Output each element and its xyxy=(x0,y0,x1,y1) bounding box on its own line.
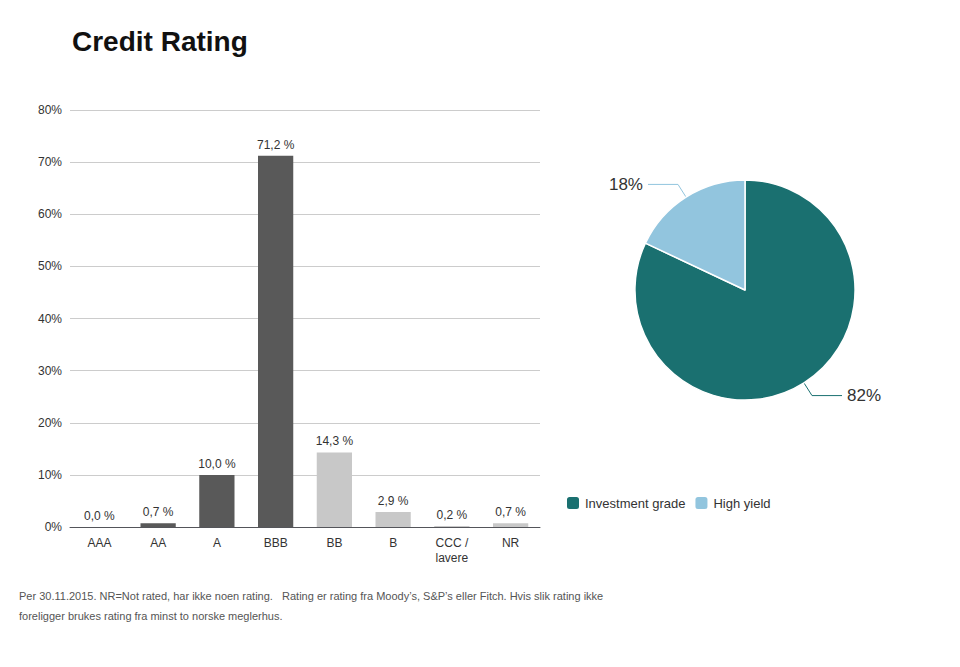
svg-text:High yield: High yield xyxy=(713,496,770,511)
svg-text:18%: 18% xyxy=(609,175,643,194)
svg-text:0,7 %: 0,7 % xyxy=(143,505,174,519)
svg-text:B: B xyxy=(389,536,397,550)
svg-text:lavere: lavere xyxy=(436,551,469,565)
svg-text:AA: AA xyxy=(150,536,166,550)
svg-text:70%: 70% xyxy=(38,155,62,169)
svg-text:20%: 20% xyxy=(38,416,62,430)
svg-text:NR: NR xyxy=(502,536,520,550)
svg-text:BBB: BBB xyxy=(264,536,288,550)
svg-text:14,3 %: 14,3 % xyxy=(316,434,354,448)
svg-text:40%: 40% xyxy=(38,312,62,326)
svg-text:foreligger brukes rating fra m: foreligger brukes rating fra minst to no… xyxy=(19,610,283,622)
svg-text:AAA: AAA xyxy=(87,536,111,550)
svg-text:0,0 %: 0,0 % xyxy=(84,509,115,523)
svg-text:0%: 0% xyxy=(45,520,63,534)
svg-text:0,7 %: 0,7 % xyxy=(495,505,526,519)
svg-text:60%: 60% xyxy=(38,207,62,221)
svg-text:2,9 %: 2,9 % xyxy=(378,494,409,508)
svg-text:82%: 82% xyxy=(847,386,881,405)
svg-text:CCC /: CCC / xyxy=(436,536,469,550)
svg-text:Per 30.11.2015. NR=Not rated,: Per 30.11.2015. NR=Not rated, har ikke n… xyxy=(19,590,603,602)
svg-text:Investment grade: Investment grade xyxy=(585,496,685,511)
svg-text:10%: 10% xyxy=(38,468,62,482)
svg-text:A: A xyxy=(213,536,221,550)
svg-text:10,0 %: 10,0 % xyxy=(198,457,236,471)
svg-text:0,2 %: 0,2 % xyxy=(437,508,468,522)
svg-text:Credit Rating: Credit Rating xyxy=(72,26,248,57)
svg-text:30%: 30% xyxy=(38,364,62,378)
svg-text:71,2 %: 71,2 % xyxy=(257,138,295,152)
svg-text:80%: 80% xyxy=(38,103,62,117)
svg-text:50%: 50% xyxy=(38,259,62,273)
svg-text:BB: BB xyxy=(326,536,342,550)
